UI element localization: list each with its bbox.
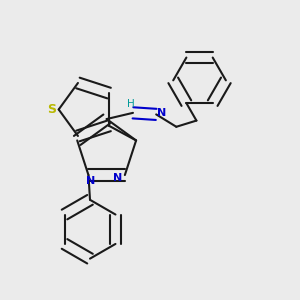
Text: N: N — [157, 108, 167, 118]
Text: N: N — [113, 172, 123, 182]
Text: S: S — [47, 103, 56, 116]
Text: N: N — [86, 176, 96, 186]
Text: H: H — [127, 99, 134, 109]
